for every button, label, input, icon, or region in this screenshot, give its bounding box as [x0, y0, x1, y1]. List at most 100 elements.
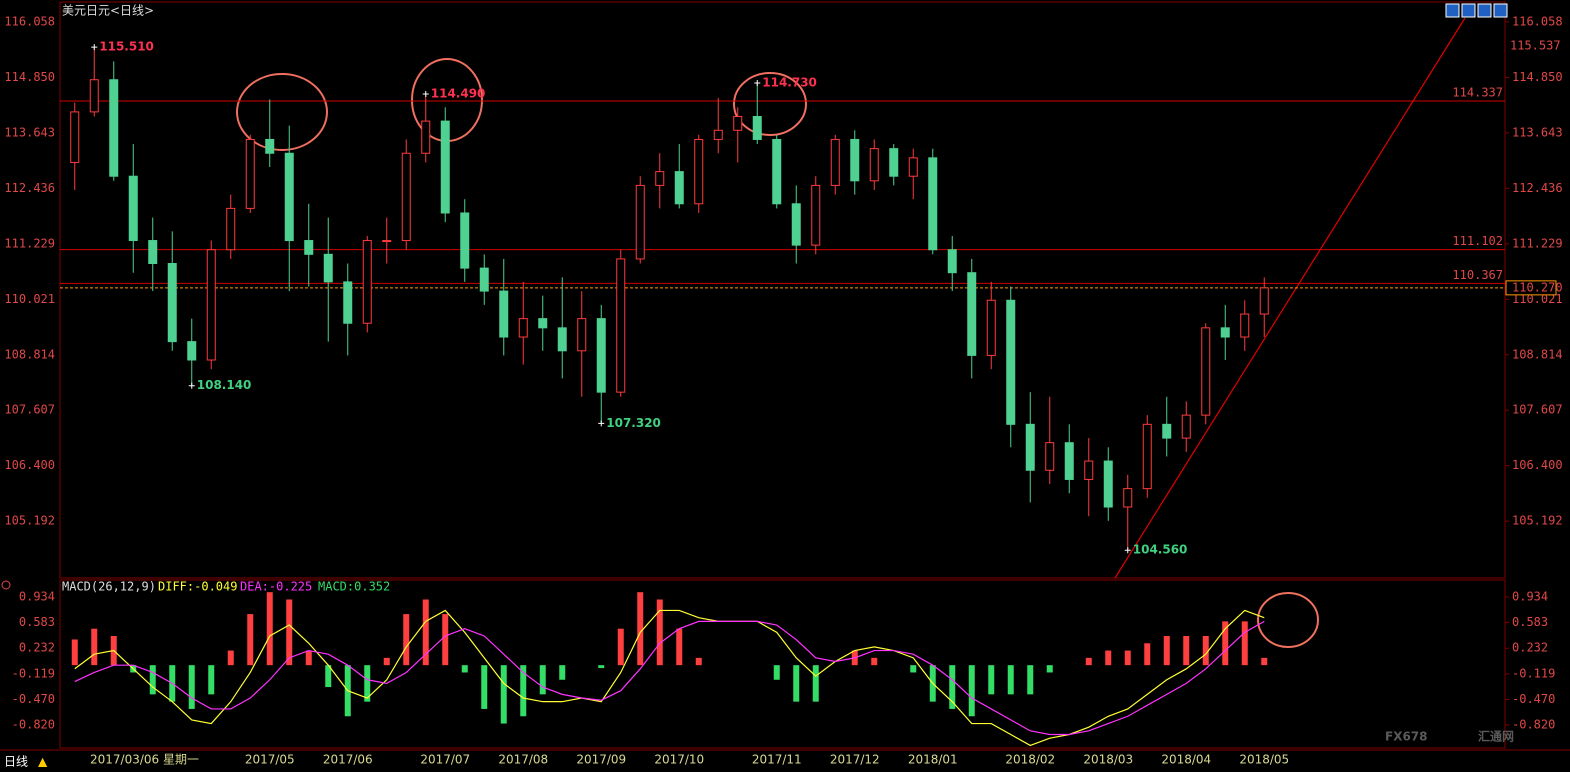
y-tick-label: 0.934: [1512, 590, 1548, 604]
candle-body: [1162, 423, 1172, 439]
candle-body: [284, 152, 294, 242]
candle-body: [694, 138, 704, 205]
candle-body: [89, 79, 99, 113]
y-tick-label: 107.607: [1512, 403, 1563, 417]
macd-bar: [793, 665, 800, 702]
x-tick-label: 2017/07: [420, 753, 470, 767]
candle-body: [499, 290, 509, 338]
candle-body: [733, 115, 743, 131]
macd-bar: [383, 657, 390, 666]
candle-body: [265, 138, 275, 154]
y-tick-label: 107.607: [4, 403, 55, 417]
candle-body: [538, 318, 548, 329]
macd-bar: [481, 665, 488, 709]
candle-body: [460, 212, 470, 269]
macd-bar: [403, 614, 410, 666]
low-marker: [1124, 547, 1131, 554]
candle-body: [382, 240, 392, 243]
candle-body: [206, 249, 216, 361]
macd-bar: [286, 599, 293, 666]
macd-bar: [461, 665, 468, 673]
candle-body: [635, 184, 645, 260]
y-tick-label: -0.119: [12, 666, 55, 680]
y-tick-label: -0.119: [1512, 666, 1555, 680]
x-tick-label: 2017/05: [245, 753, 295, 767]
panel-icon: [1, 580, 11, 590]
macd-bar: [949, 665, 956, 709]
candle-body: [148, 240, 158, 265]
x-tick-label: 2017/08: [498, 753, 548, 767]
macd-bar: [208, 665, 215, 695]
cursor-date: 2017/03/06 星期一: [90, 753, 199, 767]
high-marker: [422, 90, 429, 97]
macd-bar: [871, 657, 878, 666]
macd-bar: [1144, 643, 1151, 666]
low-label: 108.140: [197, 378, 252, 392]
watermark: 汇通网: [1478, 729, 1514, 744]
candle-body: [674, 171, 684, 205]
y-tick-label: -0.820: [1512, 718, 1555, 732]
period-arrow: ▲: [38, 755, 48, 769]
candle-body: [245, 138, 255, 209]
last-price-box: [1505, 280, 1557, 296]
macd-bar: [539, 665, 546, 695]
high-label: 114.730: [762, 75, 817, 89]
max-price-label: 115.537: [1510, 38, 1561, 52]
candle-body: [1045, 442, 1055, 471]
candle-body: [850, 138, 860, 182]
y-tick-label: 105.192: [4, 514, 55, 528]
highlight-circle: [236, 73, 328, 151]
y-tick-label: 0.583: [1512, 615, 1548, 629]
toolbar[interactable]: [1445, 3, 1508, 18]
candle-body: [772, 138, 782, 205]
level-label: 110.367: [1452, 268, 1503, 282]
candle-body: [596, 318, 606, 393]
y-tick-label: 112.436: [1512, 181, 1563, 195]
macd-bar: [1046, 665, 1053, 673]
candle-body: [70, 111, 80, 163]
y-tick-label: 111.229: [4, 236, 55, 250]
macd-bar: [91, 628, 98, 666]
candle-body: [791, 203, 801, 246]
candle-body: [323, 253, 333, 283]
candle-body: [947, 249, 957, 274]
candle-body: [1025, 423, 1035, 471]
candle-body: [1006, 299, 1016, 425]
candle-body: [187, 341, 197, 361]
candle-body: [967, 272, 977, 356]
y-tick-label: 0.583: [19, 615, 55, 629]
y-tick-label: 105.192: [1512, 514, 1563, 528]
legend-entry: DIFF:-0.049: [158, 580, 237, 594]
macd-bar: [364, 665, 371, 702]
y-tick-label: 113.643: [1512, 125, 1563, 139]
candle-body: [304, 240, 314, 255]
toolbar-button[interactable]: [1461, 3, 1476, 18]
candle-body: [1084, 460, 1094, 480]
candle-body: [167, 263, 177, 343]
toolbar-button[interactable]: [1477, 3, 1492, 18]
candle-body: [1142, 423, 1152, 490]
macd-bar: [598, 665, 605, 669]
macd-bar: [325, 665, 332, 688]
toolbar-button[interactable]: [1493, 3, 1508, 18]
candle-body: [440, 120, 450, 214]
highlight-circle: [1257, 592, 1319, 648]
candle-body: [752, 115, 762, 140]
macd-bar: [1085, 657, 1092, 666]
toolbar-button[interactable]: [1445, 3, 1460, 18]
candle-body: [986, 299, 996, 356]
macd-title: MACD(26,12,9): [62, 580, 156, 594]
x-tick-label: 2017/12: [830, 753, 880, 767]
macd-bar: [71, 639, 78, 666]
macd-bar: [910, 665, 917, 673]
candle-body: [226, 207, 236, 251]
candle-body: [109, 79, 119, 177]
level-label: 111.102: [1452, 234, 1503, 248]
macd-bar: [1124, 650, 1131, 666]
candle-body: [713, 129, 723, 140]
macd-bar: [637, 592, 644, 666]
high-marker: [754, 79, 761, 86]
macd-bar: [227, 650, 234, 666]
candle-body: [518, 318, 528, 338]
